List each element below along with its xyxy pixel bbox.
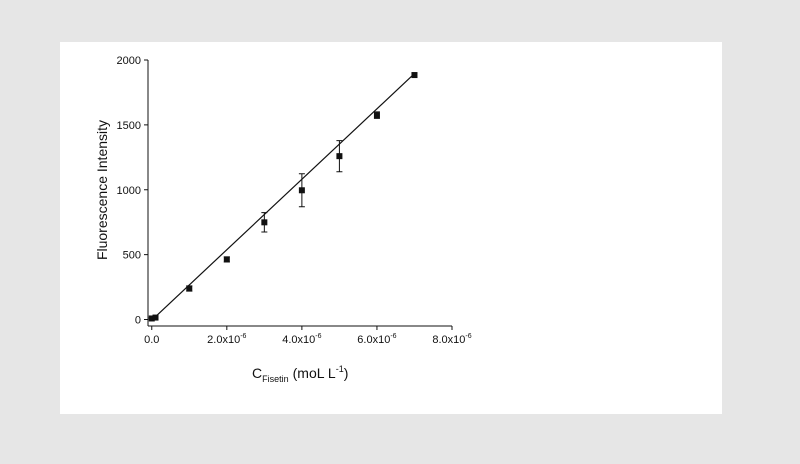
point <box>186 285 193 292</box>
x-tick-exp: -6 <box>390 333 396 340</box>
point <box>148 315 155 322</box>
point <box>223 256 230 263</box>
point <box>298 187 305 194</box>
x-tick-label: 4.0x10-6 <box>282 333 321 346</box>
point <box>336 153 343 160</box>
y-tick-label: 1000 <box>117 185 141 197</box>
point <box>152 314 159 321</box>
fit-line <box>151 73 415 321</box>
x-tick-text: 8.0x10 <box>432 334 465 346</box>
x-tick-text: 0.0 <box>144 334 159 346</box>
point <box>373 112 380 119</box>
x-tick-exp: -6 <box>315 333 321 340</box>
x-label-sub: Fisetin <box>262 374 289 384</box>
x-tick-text: 4.0x10 <box>282 334 315 346</box>
x-tick-exp: -6 <box>240 333 246 340</box>
x-tick-label: 8.0x10-6 <box>432 333 471 346</box>
x-label-main: C <box>252 365 262 381</box>
y-tick-label: 2000 <box>117 55 141 67</box>
y-tick-label: 500 <box>123 250 141 262</box>
x-label-end: ) <box>344 365 349 381</box>
x-tick-exp: -6 <box>465 333 471 340</box>
x-tick-label: 0.0 <box>144 334 159 346</box>
x-label-sup: -1 <box>336 364 344 374</box>
x-tick-text: 6.0x10 <box>357 334 390 346</box>
panel <box>60 42 722 414</box>
y-tick-label: 0 <box>135 315 141 327</box>
y-axis-label: Fluorescence Intensity <box>94 120 110 260</box>
x-tick-label: 2.0x10-6 <box>207 333 246 346</box>
x-label-text: (moL L <box>293 365 336 381</box>
point <box>411 72 418 79</box>
point <box>261 219 268 226</box>
y-tick-label: 1500 <box>117 120 141 132</box>
x-axis-label: CFisetin (moL L-1) <box>252 364 348 384</box>
x-tick-text: 2.0x10 <box>207 334 240 346</box>
x-tick-label: 6.0x10-6 <box>357 333 396 346</box>
